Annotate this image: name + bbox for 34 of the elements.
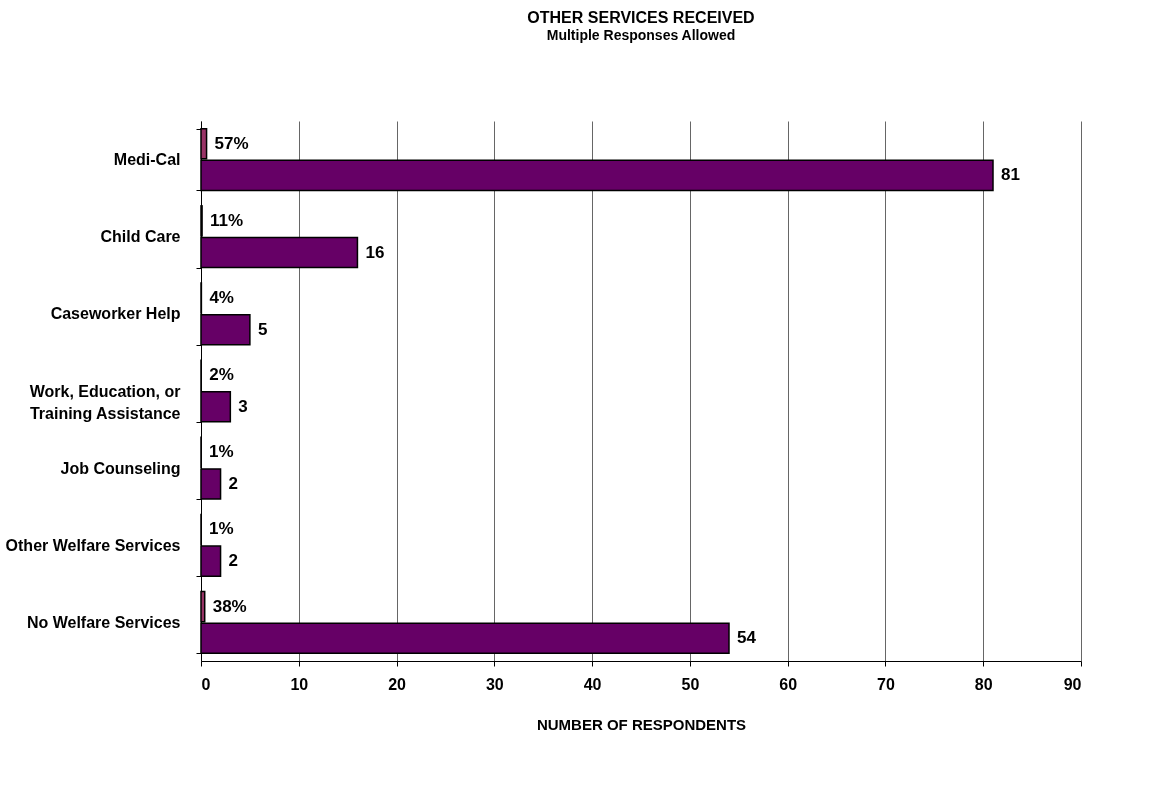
- y-tick-label: No Welfare Services: [26, 613, 181, 631]
- data-label: 81: [1001, 165, 1020, 185]
- x-tick-label: 90: [1063, 675, 1082, 693]
- chart-subtitle: Multiple Responses Allowed: [546, 27, 736, 43]
- y-tick-label: Child Care: [100, 228, 181, 246]
- y-tick-label: Caseworker Help: [50, 305, 181, 323]
- y-tick-label: Job Counseling: [60, 459, 181, 477]
- data-label: 16: [365, 242, 385, 262]
- data-label: 1%: [209, 519, 234, 539]
- data-label: 54: [737, 628, 757, 648]
- data-label: 57%: [214, 133, 249, 153]
- x-tick-label: 20: [388, 675, 407, 693]
- x-tick-label: 10: [290, 675, 309, 693]
- y-tick-label: Medi-Cal: [113, 151, 181, 169]
- y-tick-label: Work, Education, or Training Assistance: [29, 382, 181, 422]
- y-tick-label: Other Welfare Services: [5, 536, 181, 554]
- x-tick-label: 70: [877, 675, 895, 693]
- data-label: 2%: [209, 365, 234, 385]
- x-tick-label: 50: [681, 675, 700, 693]
- x-tick-label: 0: [201, 675, 211, 693]
- data-label: 2: [228, 473, 239, 493]
- x-tick-label: 80: [974, 675, 993, 693]
- data-label: 11%: [210, 210, 244, 230]
- x-tick-label: 60: [779, 675, 798, 693]
- data-label: 5: [257, 319, 268, 339]
- data-label: 3: [238, 396, 248, 416]
- data-label: 2: [228, 551, 239, 571]
- x-axis-title: NUMBER OF RESPONDENTS: [536, 715, 747, 733]
- x-tick-label: 40: [583, 675, 602, 693]
- x-tick-label: 30: [485, 675, 504, 693]
- data-label: 38%: [212, 596, 247, 616]
- data-label: 4%: [209, 288, 234, 308]
- chart-title: OTHER SERVICES RECEIVED: [527, 9, 755, 26]
- data-label: 1%: [209, 442, 234, 462]
